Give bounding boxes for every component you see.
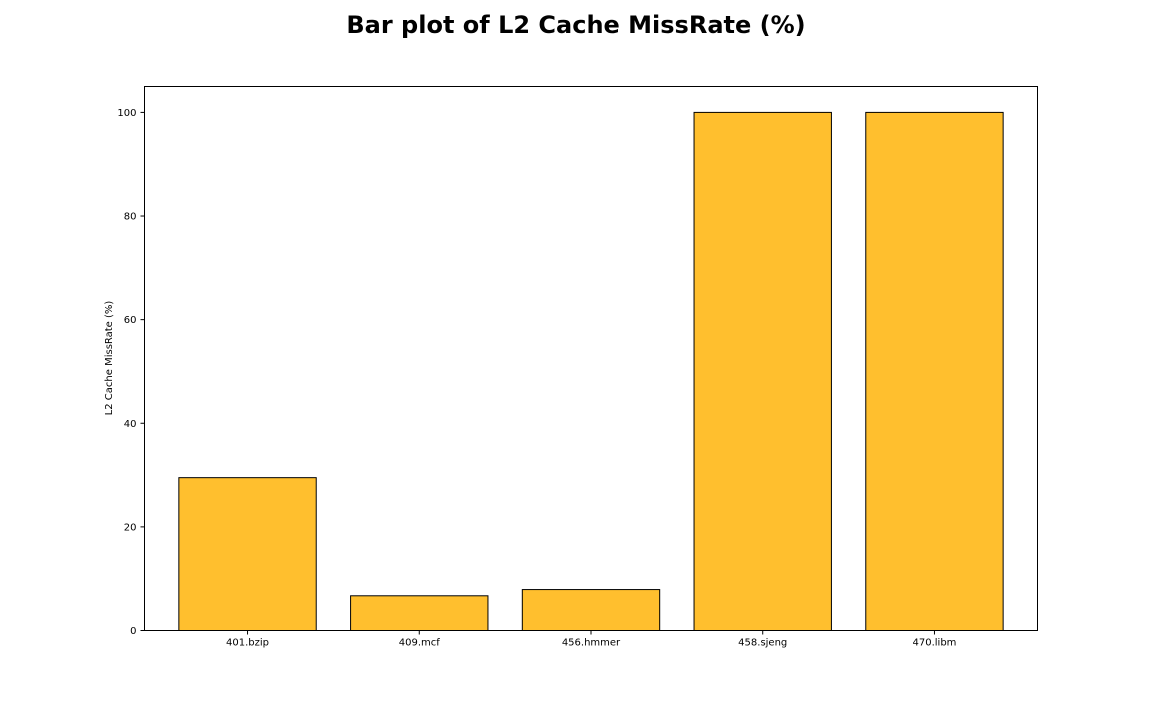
y-tick-label: 0 [130,626,136,637]
plot-frame [144,86,1038,631]
y-tick-label: 80 [124,212,137,223]
x-tick-label: 401.bzip [226,638,269,649]
y-tick-label: 60 [124,315,137,326]
x-tick-label: 458.sjeng [738,638,787,649]
chart-title: Bar plot of L2 Cache MissRate (%) [346,11,806,39]
bar-456.hmmer [521,589,661,632]
y-axis-label: L2 Cache MissRate (%) [104,301,115,416]
bar-458.sjeng [693,111,832,631]
bar-401.bzip [178,477,317,631]
y-tick-label: 100 [117,108,136,119]
bar-409.mcf [350,595,489,631]
x-axis-ticks: 401.bzip 409.mcf 456.hmmer 458.sjeng 470.lib… [226,630,957,649]
bars-layer [178,111,1004,632]
y-tick-label: 20 [124,522,137,533]
y-axis-ticks: 0 20 40 60 80 100 [117,108,145,637]
x-tick-label: 470.libm [913,638,957,649]
x-tick-label: 409.mcf [399,638,441,649]
x-tick-label: 456.hmmer [562,638,621,649]
bar-470.libm [865,111,1004,631]
y-tick-label: 40 [124,419,137,430]
